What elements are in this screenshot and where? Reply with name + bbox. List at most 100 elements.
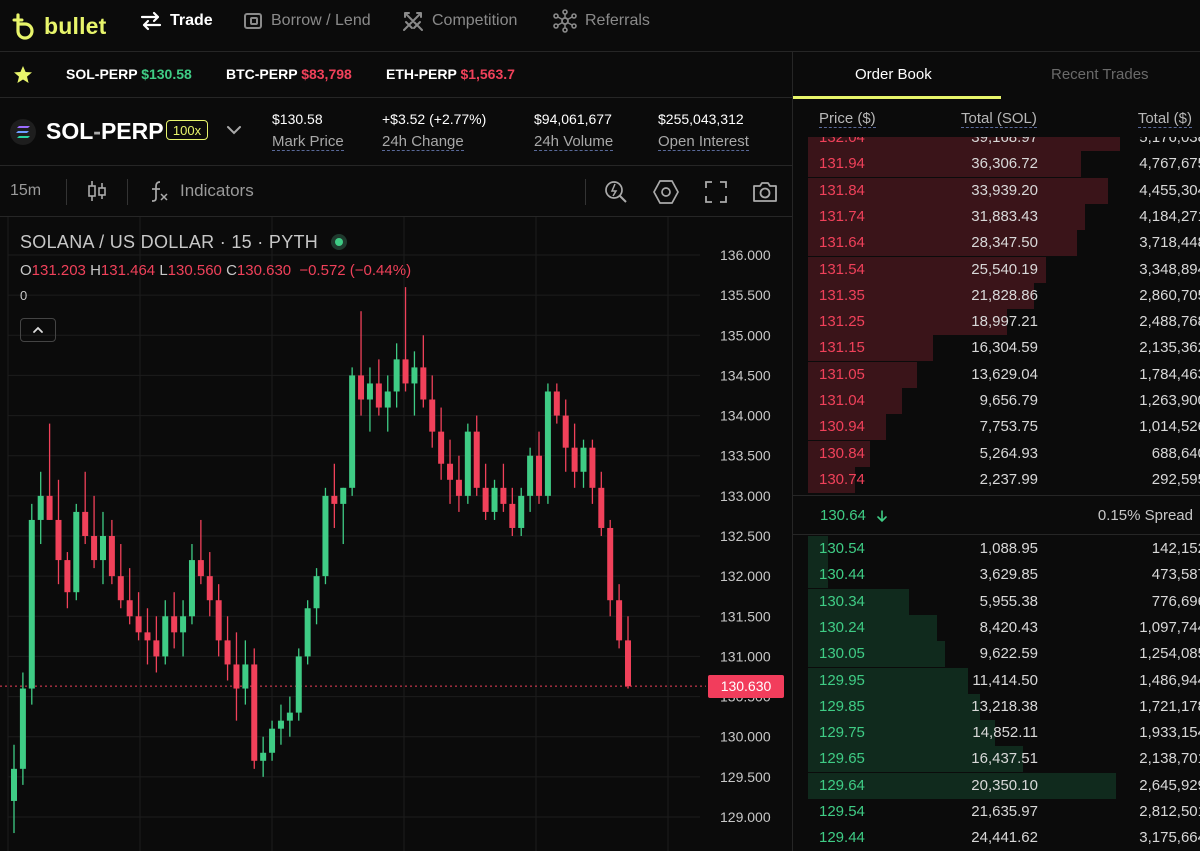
header-total-usd: Total ($) [1137, 110, 1192, 128]
ask-row[interactable]: 131.04 9,656.79 1,263,900 [808, 388, 1200, 414]
ask-row[interactable]: 131.94 36,306.72 4,767,675 [808, 151, 1200, 178]
star-icon[interactable] [13, 65, 33, 85]
y-tick-label: 129.500 [720, 769, 771, 785]
candle [598, 471, 605, 536]
candlestick-icon[interactable] [86, 179, 108, 203]
ask-row[interactable]: 130.84 5,264.93 688,640 [808, 440, 1200, 467]
y-tick-label: 133.500 [720, 448, 771, 464]
ask-row[interactable]: 131.25 18,997.21 2,488,768 [808, 309, 1200, 336]
interval-button[interactable]: 15m [10, 182, 42, 199]
candlestick-chart[interactable]: 136.000 135.500 135.000 134.500 134.000 133.5… [0, 217, 792, 851]
depth-bar [808, 151, 1081, 178]
ask-row[interactable]: 130.94 7,753.75 1,014,526 [808, 414, 1200, 441]
ohlc-open: 131.203 [31, 262, 86, 279]
bid-row[interactable]: 130.34 5,955.38 776,696 [808, 588, 1200, 615]
arrow-down-icon [877, 510, 887, 523]
candle [260, 736, 267, 777]
market-symbol[interactable]: SOL-PERP [46, 118, 164, 145]
bid-row[interactable]: 129.75 14,852.11 1,933,154 [808, 720, 1200, 747]
tab-order-book[interactable]: Order Book [855, 66, 932, 83]
row-total-usd: 1,486,944 [1139, 671, 1200, 689]
depth-bar [808, 203, 1085, 230]
ask-row[interactable]: 131.54 25,540.19 3,348,894 [808, 256, 1200, 283]
network-icon [553, 9, 577, 33]
stat-value: $130.58 [272, 111, 323, 127]
ask-row[interactable]: 131.64 28,347.50 3,718,448 [808, 230, 1200, 257]
ask-row[interactable]: 132.04 39,168.97 5,176,038 [808, 137, 1200, 151]
bid-row[interactable]: 130.54 1,088.95 142,152 [808, 536, 1200, 562]
candle [447, 439, 454, 504]
ticker-item-sol[interactable]: SOL-PERP $130.58 [66, 66, 192, 82]
y-tick-label: 130.000 [720, 729, 771, 745]
nav-referrals[interactable]: Referrals [553, 9, 650, 33]
nav-borrow-lend[interactable]: Borrow / Lend [243, 9, 371, 33]
bullet-logo[interactable]: bullet [12, 6, 107, 46]
candle [402, 287, 409, 392]
candle [322, 487, 329, 585]
candle [277, 704, 284, 745]
top-nav: bullet Trade Borrow / Lend Competition [0, 0, 1200, 52]
row-price: 131.94 [819, 155, 865, 173]
bid-row[interactable]: 130.24 8,420.43 1,097,744 [808, 614, 1200, 641]
nav-competition[interactable]: Competition [402, 9, 517, 33]
stat-value: $255,043,312 [658, 111, 744, 127]
ohlc-high-label: H [90, 262, 101, 279]
candle [455, 455, 462, 512]
candle [544, 383, 551, 504]
replay-search-icon[interactable] [603, 179, 629, 205]
row-total-usd: 2,812,501 [1139, 803, 1200, 820]
ask-row[interactable]: 131.74 31,883.43 4,184,271 [808, 203, 1200, 230]
candle [349, 367, 356, 496]
ohlc-high: 131.464 [100, 262, 156, 279]
candle [28, 503, 35, 705]
bid-row[interactable]: 129.65 16,437.51 2,138,701 [808, 746, 1200, 773]
ask-row[interactable]: 131.05 13,629.04 1,784,463 [808, 361, 1200, 388]
ask-row[interactable]: 131.84 33,939.20 4,455,304 [808, 177, 1200, 204]
row-total-sol: 1,088.95 [979, 540, 1038, 557]
market-symbol-separator: - [93, 118, 101, 144]
indicators-button[interactable]: Indicators [148, 179, 254, 203]
price-chart[interactable]: 136.000 135.500 135.000 134.500 134.000 133.5… [0, 217, 792, 851]
ask-row[interactable]: 130.74 2,237.99 292,595 [808, 466, 1200, 493]
stat-label[interactable]: 24h Volume [534, 133, 614, 151]
row-price: 129.64 [819, 776, 865, 794]
nav-trade[interactable]: Trade [140, 9, 213, 33]
bid-row[interactable]: 129.64 20,350.10 2,645,929 [808, 772, 1200, 799]
bid-row[interactable]: 129.95 11,414.50 1,486,944 [808, 667, 1200, 694]
depth-bar [808, 746, 1023, 773]
camera-icon[interactable] [751, 180, 779, 204]
stat-label[interactable]: Open Interest [658, 133, 749, 151]
candle [304, 600, 311, 665]
bid-row[interactable]: 130.44 3,629.85 473,587 [808, 562, 1200, 589]
row-total-usd: 776,696 [1151, 592, 1200, 610]
stat-label[interactable]: 24h Change [382, 133, 464, 151]
fullscreen-icon[interactable] [704, 180, 728, 204]
chevron-down-icon[interactable] [225, 123, 243, 137]
row-total-usd: 1,014,526 [1139, 418, 1200, 436]
bid-row[interactable]: 129.85 13,218.38 1,721,178 [808, 693, 1200, 720]
bid-row[interactable]: 129.54 21,635.97 2,812,501 [808, 799, 1200, 825]
ticker-item-eth[interactable]: ETH-PERP $1,563.7 [386, 66, 515, 82]
bid-row[interactable]: 130.05 9,622.59 1,254,085 [808, 641, 1200, 668]
chart-toolbar: 15m Indicators [0, 166, 792, 217]
depth-bar [808, 614, 937, 641]
stat-24h-volume: $94,061,677 24h Volume [534, 111, 614, 151]
crossed-swords-icon [403, 12, 423, 31]
candle [358, 311, 365, 416]
tab-recent-trades[interactable]: Recent Trades [1051, 66, 1149, 83]
settings-hexagon-icon[interactable] [652, 179, 680, 205]
header-total-sol: Total (SOL) [961, 110, 1037, 128]
ask-row[interactable]: 131.15 16,304.59 2,135,362 [808, 335, 1200, 362]
collapse-legend-button[interactable] [20, 318, 56, 342]
row-price: 129.54 [819, 803, 865, 820]
bid-row[interactable]: 129.44 24,441.62 3,175,664 [808, 825, 1200, 851]
row-total-sol: 7,753.75 [979, 418, 1038, 436]
row-price: 129.44 [819, 829, 865, 847]
candle [571, 423, 578, 488]
stat-label[interactable]: Mark Price [272, 133, 344, 151]
candle [144, 608, 151, 665]
row-total-sol: 28,347.50 [971, 234, 1038, 252]
ask-row[interactable]: 131.35 21,828.86 2,860,705 [808, 282, 1200, 309]
candle [429, 375, 436, 448]
ticker-item-btc[interactable]: BTC-PERP $83,798 [226, 66, 352, 82]
